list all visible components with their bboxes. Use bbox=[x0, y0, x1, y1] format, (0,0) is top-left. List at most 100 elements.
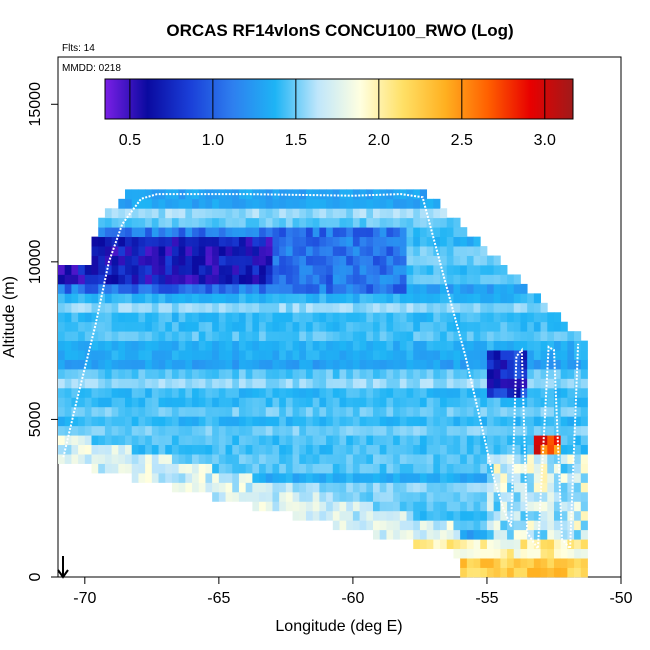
heatmap-cell bbox=[486, 340, 495, 351]
heatmap-cell bbox=[406, 501, 414, 512]
heatmap-cell bbox=[111, 321, 119, 332]
heatmap-cell bbox=[192, 331, 200, 342]
heatmap-cell bbox=[406, 463, 414, 474]
heatmap-cell bbox=[413, 444, 421, 455]
heatmap-cell bbox=[533, 529, 541, 540]
heatmap-cell bbox=[513, 378, 521, 389]
heatmap-cell bbox=[453, 548, 461, 559]
heatmap-cell bbox=[419, 331, 428, 342]
heatmap-cell bbox=[118, 321, 126, 332]
heatmap-cell bbox=[212, 387, 220, 398]
heatmap-cell bbox=[433, 501, 441, 512]
heatmap-cell bbox=[185, 387, 193, 398]
heatmap-cell bbox=[520, 321, 528, 332]
heatmap-cell bbox=[440, 387, 448, 398]
heatmap-cell bbox=[346, 236, 354, 247]
heatmap-cell bbox=[527, 567, 535, 578]
heatmap-cell bbox=[265, 246, 273, 256]
heatmap-cell bbox=[366, 321, 374, 332]
heatmap-cell bbox=[272, 331, 280, 342]
heatmap-cell bbox=[104, 454, 113, 464]
heatmap-cell bbox=[413, 454, 421, 464]
heatmap-cell bbox=[71, 454, 79, 464]
heatmap-cell bbox=[285, 463, 293, 474]
heatmap-cell bbox=[178, 331, 186, 342]
heatmap-cell bbox=[346, 255, 354, 266]
heatmap-cell bbox=[104, 406, 113, 417]
heatmap-cell bbox=[373, 369, 381, 379]
heatmap-cell bbox=[71, 274, 79, 285]
heatmap-cell bbox=[413, 208, 421, 219]
heatmap-cell bbox=[98, 331, 106, 342]
heatmap-cell bbox=[305, 246, 314, 256]
heatmap-cell bbox=[527, 331, 535, 342]
heatmap-cell bbox=[480, 529, 488, 540]
heatmap-cell bbox=[446, 274, 454, 285]
heatmap-cell bbox=[332, 378, 340, 389]
heatmap-cell bbox=[312, 246, 320, 256]
heatmap-cell bbox=[574, 369, 582, 379]
heatmap-cell bbox=[232, 369, 240, 379]
heatmap-cell bbox=[225, 255, 233, 266]
heatmap-cell bbox=[131, 227, 139, 238]
heatmap-cell bbox=[78, 397, 86, 408]
heatmap-cell bbox=[574, 387, 582, 398]
heatmap-cell bbox=[71, 416, 79, 427]
heatmap-cell bbox=[98, 350, 106, 360]
heatmap-cell bbox=[440, 444, 448, 455]
heatmap-cell bbox=[218, 255, 226, 266]
heatmap-cell bbox=[259, 378, 267, 389]
heatmap-cell bbox=[440, 416, 448, 427]
heatmap-cell bbox=[192, 312, 200, 323]
heatmap-cell bbox=[171, 406, 180, 417]
heatmap-cell bbox=[158, 406, 166, 417]
heatmap-cell bbox=[540, 312, 548, 323]
heatmap-cell bbox=[192, 387, 200, 398]
heatmap-cell bbox=[433, 425, 441, 436]
heatmap-cell bbox=[473, 302, 481, 313]
heatmap-cell bbox=[547, 340, 555, 351]
heatmap-cell bbox=[198, 302, 206, 313]
heatmap-cell bbox=[131, 406, 139, 417]
heatmap-cell bbox=[198, 227, 206, 238]
heatmap-cell bbox=[386, 283, 394, 294]
heatmap-cell bbox=[352, 198, 360, 209]
heatmap-cell bbox=[493, 378, 501, 389]
heatmap-cell bbox=[171, 312, 180, 323]
heatmap-cell bbox=[265, 321, 273, 332]
heatmap-cell bbox=[299, 255, 307, 266]
heatmap-cell bbox=[413, 217, 421, 228]
heatmap-cell bbox=[373, 473, 381, 483]
heatmap-cell bbox=[111, 397, 119, 408]
heatmap-cell bbox=[212, 369, 220, 379]
heatmap-cell bbox=[513, 454, 521, 464]
heatmap-cell bbox=[346, 501, 354, 512]
heatmap-cell bbox=[413, 397, 421, 408]
heatmap-cell bbox=[386, 255, 394, 266]
heatmap-cell bbox=[319, 406, 327, 417]
heatmap-cell bbox=[366, 482, 374, 493]
heatmap-cell bbox=[84, 444, 92, 455]
heatmap-cell bbox=[332, 227, 340, 238]
heatmap-cell bbox=[520, 473, 528, 483]
heatmap-cell bbox=[165, 283, 173, 294]
heatmap-cell bbox=[399, 510, 407, 521]
heatmap-cell bbox=[359, 255, 367, 266]
heatmap-cell bbox=[332, 463, 340, 474]
heatmap-cell bbox=[145, 246, 153, 256]
heatmap-cell bbox=[460, 567, 468, 578]
heatmap-cell bbox=[84, 454, 92, 464]
heatmap-cell bbox=[225, 369, 233, 379]
heatmap-cell bbox=[419, 491, 428, 502]
heatmap-cell bbox=[185, 236, 193, 247]
heatmap-cell bbox=[185, 283, 193, 294]
heatmap-cell bbox=[399, 236, 407, 247]
heatmap-cell bbox=[373, 482, 381, 493]
heatmap-cell bbox=[292, 369, 300, 379]
heatmap-cell bbox=[299, 198, 307, 209]
heatmap-cell bbox=[406, 510, 414, 521]
heatmap-cell bbox=[312, 378, 320, 389]
heatmap-cell bbox=[118, 293, 126, 304]
heatmap-cell bbox=[453, 283, 461, 294]
heatmap-cell bbox=[238, 189, 247, 200]
